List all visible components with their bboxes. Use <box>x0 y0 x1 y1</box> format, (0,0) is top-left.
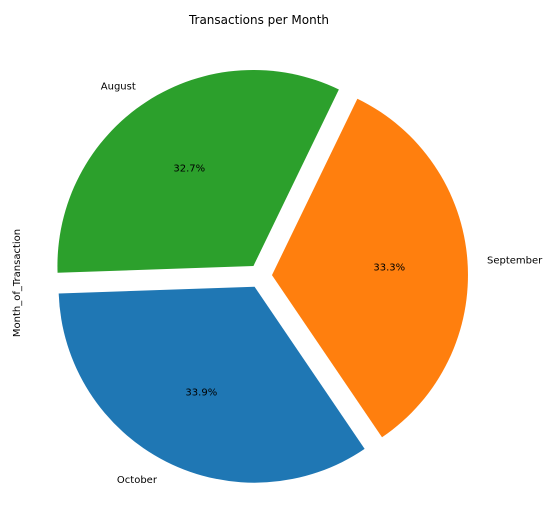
pct-label-october: 33.9% <box>185 388 217 399</box>
chart-title: Transactions per Month <box>188 13 329 27</box>
slice-label-september: September <box>487 255 543 266</box>
pct-label-august: 32.7% <box>173 163 205 174</box>
pct-label-september: 33.3% <box>373 263 405 274</box>
slice-label-august: August <box>101 81 136 92</box>
pie-slice-september <box>271 98 468 438</box>
pie-slice-october <box>58 286 365 483</box>
pie-slice-august <box>57 69 339 273</box>
pie-slices: 33.9% October 33.3% September 32.7% August <box>57 69 543 486</box>
y-axis-label: Month_of_Transaction <box>12 229 23 337</box>
slice-label-october: October <box>117 475 158 486</box>
